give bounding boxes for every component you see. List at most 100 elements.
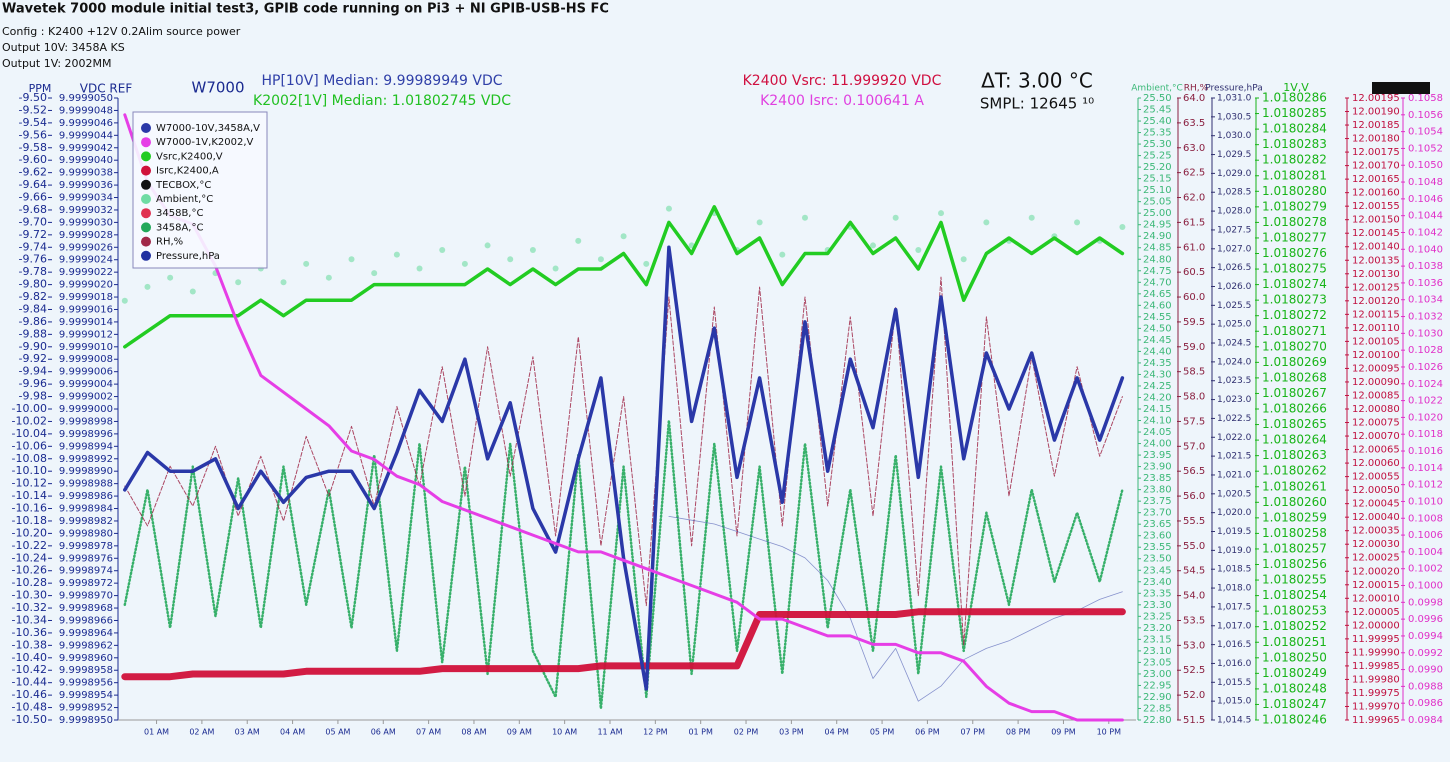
legend-label: W7000-1V,K2002,V — [156, 137, 254, 148]
y-tick-label: -9.92 — [19, 352, 47, 365]
y-tick-label: 24.65 — [1143, 289, 1172, 300]
y-tick-label: 25.35 — [1143, 128, 1172, 139]
y-tick-label: 60.5 — [1183, 267, 1205, 278]
y-tick-label: 12.00160 — [1352, 188, 1400, 199]
y-tick-label: 9.9998990 — [59, 466, 113, 477]
y-tick-label: 9.9999014 — [59, 317, 113, 328]
x-tick-label: 03 PM — [779, 728, 804, 737]
y-tick-label: 23.30 — [1143, 600, 1172, 611]
y-tick-label: -9.96 — [19, 377, 47, 390]
y-tick-label: -9.90 — [19, 340, 47, 353]
y-tick-label: -9.52 — [19, 103, 47, 116]
y-tick-label: 22.85 — [1143, 703, 1172, 714]
data-point — [393, 251, 400, 258]
y-tick-label: 12.00190 — [1352, 107, 1400, 118]
y-tick-label: 24.20 — [1143, 392, 1172, 403]
data-point — [575, 237, 582, 244]
y-tick-label: 11.99965 — [1352, 715, 1400, 726]
legend-marker — [141, 236, 151, 247]
y-tick-label: 1.0180258 — [1262, 526, 1327, 540]
legend-label: 3458A,°C — [156, 222, 203, 233]
x-tick-label: 01 PM — [688, 728, 713, 737]
y-tick-label: 1.0180280 — [1262, 184, 1327, 198]
y-tick-label: 25.20 — [1143, 162, 1172, 173]
y-tick-label: -9.88 — [19, 327, 47, 340]
y-tick-label: -9.72 — [19, 228, 47, 241]
y-tick-label: 1,019.0 — [1217, 546, 1252, 556]
legend-marker — [141, 123, 151, 133]
y-tick-label: 12.00060 — [1352, 458, 1400, 469]
y-tick-label: 22.90 — [1143, 692, 1172, 703]
y-tick-label: 9.9999046 — [59, 118, 113, 129]
y-tick-label: 12.00080 — [1352, 404, 1400, 415]
legend-marker — [141, 194, 151, 204]
y-tick-label: 12.00040 — [1352, 512, 1400, 523]
y-tick-label: 25.50 — [1143, 93, 1172, 104]
legend-label: Pressure,hPa — [156, 251, 220, 262]
y-tick-label: 0.1052 — [1408, 143, 1443, 154]
x-tick-label: 01 AM — [144, 728, 169, 737]
y-tick-label: 12.00075 — [1352, 418, 1400, 429]
y-tick-label: 9.9999050 — [59, 93, 113, 104]
data-point — [665, 205, 672, 212]
y-tick-label: 12.00065 — [1352, 445, 1400, 456]
y-tick-label: -10.42 — [12, 663, 47, 676]
data-point — [938, 210, 945, 217]
y-tick-label: 24.95 — [1143, 220, 1172, 231]
y-tick-label: 0.1036 — [1408, 278, 1443, 289]
y-tick-label: -10.06 — [12, 439, 47, 452]
y-tick-label: 0.1038 — [1408, 261, 1443, 272]
y-tick-label: 1.0180274 — [1262, 277, 1327, 291]
x-tick-label: 03 AM — [235, 728, 260, 737]
series-line — [123, 113, 1124, 722]
y-tick-label: 62.0 — [1183, 193, 1205, 204]
y-tick-label: 25.05 — [1143, 197, 1172, 208]
y-tick-label: 1,030.0 — [1217, 131, 1252, 141]
y-tick-label: 9.9999028 — [59, 230, 113, 241]
legend-label: W7000-10V,3458A,V — [156, 123, 260, 134]
y-tick-label: 23.10 — [1143, 646, 1172, 657]
y-tick-label: -10.28 — [12, 576, 47, 589]
y-tick-label: 25.45 — [1143, 105, 1172, 116]
y-tick-label: -9.74 — [19, 240, 47, 253]
axis-title: VDC REF — [80, 82, 133, 96]
y-tick-label: 9.9998998 — [59, 416, 113, 427]
y-tick-label: 0.1002 — [1408, 564, 1443, 575]
y-tick-label: 63.0 — [1183, 143, 1205, 154]
y-tick-label: 23.75 — [1143, 496, 1172, 507]
y-tick-label: 23.85 — [1143, 473, 1172, 484]
y-tick-label: 1,018.0 — [1217, 584, 1252, 594]
y-tick-label: 0.1026 — [1408, 362, 1443, 373]
y-tick-label: 1.0180254 — [1262, 588, 1327, 602]
y-tick-label: 9.9998982 — [59, 516, 113, 527]
y-tick-label: 1.0180264 — [1262, 433, 1327, 447]
y-tick-label: 12.00105 — [1352, 336, 1400, 347]
x-tick-label: 08 PM — [1006, 728, 1031, 737]
annotation: K2400 Isrc: 0.100641 A — [760, 93, 924, 109]
y-tick-label: 0.1006 — [1408, 530, 1443, 541]
y-tick-label: 9.9999008 — [59, 354, 113, 365]
y-tick-label: 9.9998954 — [59, 690, 113, 701]
y-tick-label: -10.08 — [12, 452, 47, 465]
y-tick-label: 1.0180255 — [1262, 573, 1327, 587]
x-tick-label: 10 PM — [1097, 728, 1122, 737]
config-line: Output 10V: 3458A KS — [2, 41, 125, 54]
y-tick-label: 12.00110 — [1352, 323, 1400, 334]
y-tick-label: 24.00 — [1143, 439, 1172, 450]
data-point — [1119, 224, 1126, 231]
y-tick-label: 24.30 — [1143, 369, 1172, 380]
annotation: K2002[1V] Median: 1.01802745 VDC — [253, 93, 511, 109]
y-tick-label: 1,016.0 — [1217, 659, 1252, 669]
legend: W7000-10V,3458A,V W7000-1V,K2002,V Vsrc,K2… — [132, 111, 268, 269]
series-line — [123, 419, 1124, 710]
y-tick-label: -10.32 — [12, 601, 47, 614]
y-tick-label: 1.0180268 — [1262, 370, 1327, 384]
x-tick-label: 11 AM — [597, 728, 622, 737]
y-tick-label: 1,023.5 — [1217, 376, 1251, 386]
y-tick-label: 9.9998994 — [59, 441, 113, 452]
y-tick-label: 1.0180281 — [1262, 168, 1327, 182]
y-tick-label: 1.0180279 — [1262, 199, 1327, 213]
data-point — [529, 247, 536, 254]
y-tick-label: 9.9998974 — [59, 566, 113, 577]
